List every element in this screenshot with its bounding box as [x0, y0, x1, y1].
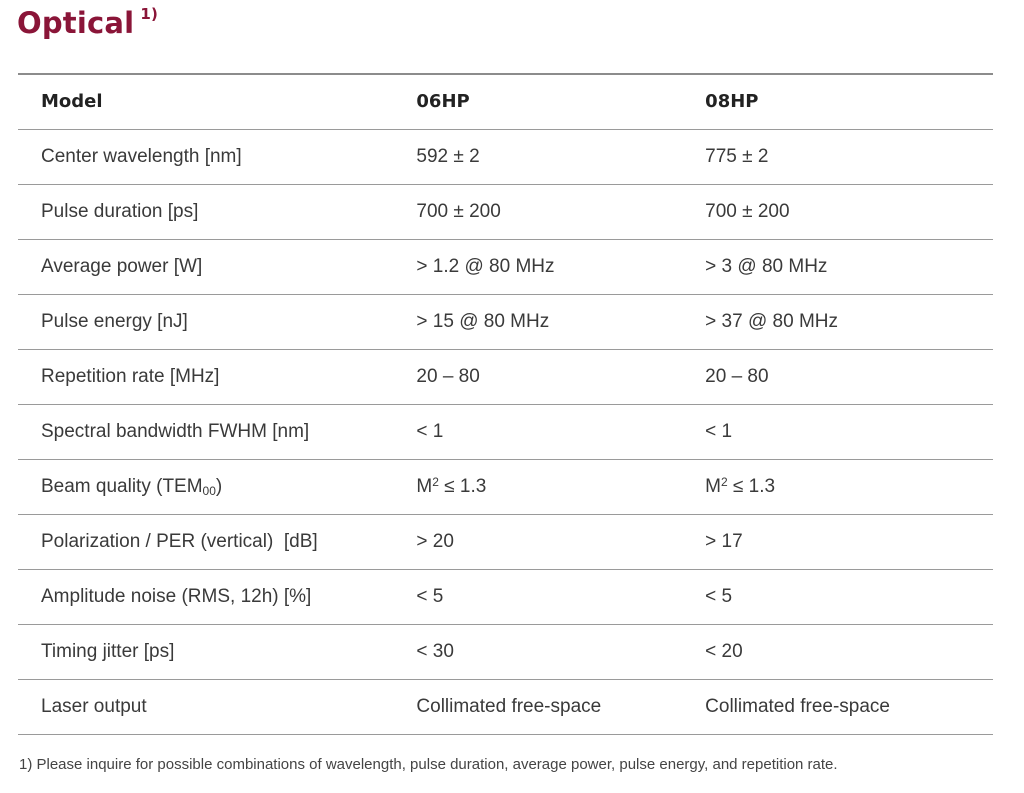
value-06hp-cell: 592 ± 2: [416, 129, 706, 185]
parameter-cell: Timing jitter [ps]: [18, 624, 417, 680]
table-row: Timing jitter [ps] < 30 < 20: [18, 624, 993, 680]
value-08hp-cell: 775 ± 2: [705, 129, 993, 185]
table-row: Spectral bandwidth FWHM [nm] < 1 < 1: [18, 404, 993, 460]
value-06hp-cell: > 1.2 @ 80 MHz: [416, 239, 706, 295]
value-superscript: 2: [721, 474, 728, 489]
value-08hp-cell: 700 ± 200: [705, 184, 993, 240]
value-06hp-cell: > 15 @ 80 MHz: [416, 294, 706, 350]
value-08hp-cell: < 1: [705, 404, 993, 460]
value-08hp-cell: > 37 @ 80 MHz: [705, 294, 993, 350]
table-row: Polarization / PER (vertical) [dB] > 20 …: [18, 514, 993, 570]
parameter-cell: Center wavelength [nm]: [18, 129, 417, 185]
table-row: Amplitude noise (RMS, 12h) [%] < 5 < 5: [18, 569, 993, 625]
parameter-cell: Pulse duration [ps]: [18, 184, 417, 240]
value-06hp-cell: > 20: [416, 514, 706, 570]
table-row: Average power [W] > 1.2 @ 80 MHz > 3 @ 8…: [18, 239, 993, 295]
table-row: Center wavelength [nm] 592 ± 2 775 ± 2: [18, 129, 993, 185]
value-06hp-cell: < 1: [416, 404, 706, 460]
parameter-cell: Pulse energy [nJ]: [18, 294, 417, 350]
value-08hp-cell: 20 – 80: [705, 349, 993, 405]
table-row: Pulse energy [nJ] > 15 @ 80 MHz > 37 @ 8…: [18, 294, 993, 350]
value-suffix: ≤ 1.3: [438, 475, 487, 497]
section-title: Optical 1): [17, 5, 159, 40]
value-06hp-cell: 20 – 80: [416, 349, 706, 405]
specifications-table: Model 06HP 08HP Center wavelength [nm] 5…: [18, 73, 993, 735]
value-06hp-cell: < 5: [416, 569, 706, 625]
title-footnote-marker: 1): [140, 5, 159, 24]
table-row: Repetition rate [MHz] 20 – 80 20 – 80: [18, 349, 993, 405]
parameter-cell: Average power [W]: [18, 239, 417, 295]
value-06hp-cell: Collimated free-space: [416, 679, 706, 735]
parameter-suffix: ): [215, 475, 223, 497]
value-text: M: [705, 475, 721, 497]
value-text: M: [416, 475, 433, 497]
parameter-subscript: 00: [202, 483, 216, 498]
value-08hp-cell: < 20: [705, 624, 993, 680]
value-06hp-cell: 700 ± 200: [416, 184, 706, 240]
header-model: Model: [18, 73, 417, 130]
footnote: 1) Please inquire for possible combinati…: [19, 756, 838, 773]
value-suffix: ≤ 1.3: [727, 475, 776, 497]
section-title-text: Optical: [17, 6, 135, 40]
header-06hp: 06HP: [416, 73, 706, 130]
table-row: Beam quality (TEM00) M2 ≤ 1.3 M2 ≤ 1.3: [18, 459, 993, 515]
table-row: Pulse duration [ps] 700 ± 200 700 ± 200: [18, 184, 993, 240]
value-08hp-cell: > 3 @ 80 MHz: [705, 239, 993, 295]
value-superscript: 2: [432, 474, 439, 489]
value-08hp-cell: > 17: [705, 514, 993, 570]
value-08hp-cell: < 5: [705, 569, 993, 625]
parameter-cell: Repetition rate [MHz]: [18, 349, 417, 405]
parameter-cell: Laser output: [18, 679, 417, 735]
parameter-cell: Amplitude noise (RMS, 12h) [%]: [18, 569, 417, 625]
parameter-cell: Polarization / PER (vertical) [dB]: [18, 514, 417, 570]
parameter-cell: Spectral bandwidth FWHM [nm]: [18, 404, 417, 460]
parameter-cell: Beam quality (TEM00): [18, 459, 417, 515]
value-08hp-cell: M2 ≤ 1.3: [705, 459, 993, 515]
table-header-row: Model 06HP 08HP: [18, 73, 993, 130]
parameter-text: Beam quality (TEM: [41, 475, 203, 497]
value-08hp-cell: Collimated free-space: [705, 679, 993, 735]
table-row: Laser output Collimated free-space Colli…: [18, 679, 993, 735]
header-08hp: 08HP: [705, 73, 993, 130]
value-06hp-cell: M2 ≤ 1.3: [416, 459, 706, 515]
value-06hp-cell: < 30: [416, 624, 706, 680]
